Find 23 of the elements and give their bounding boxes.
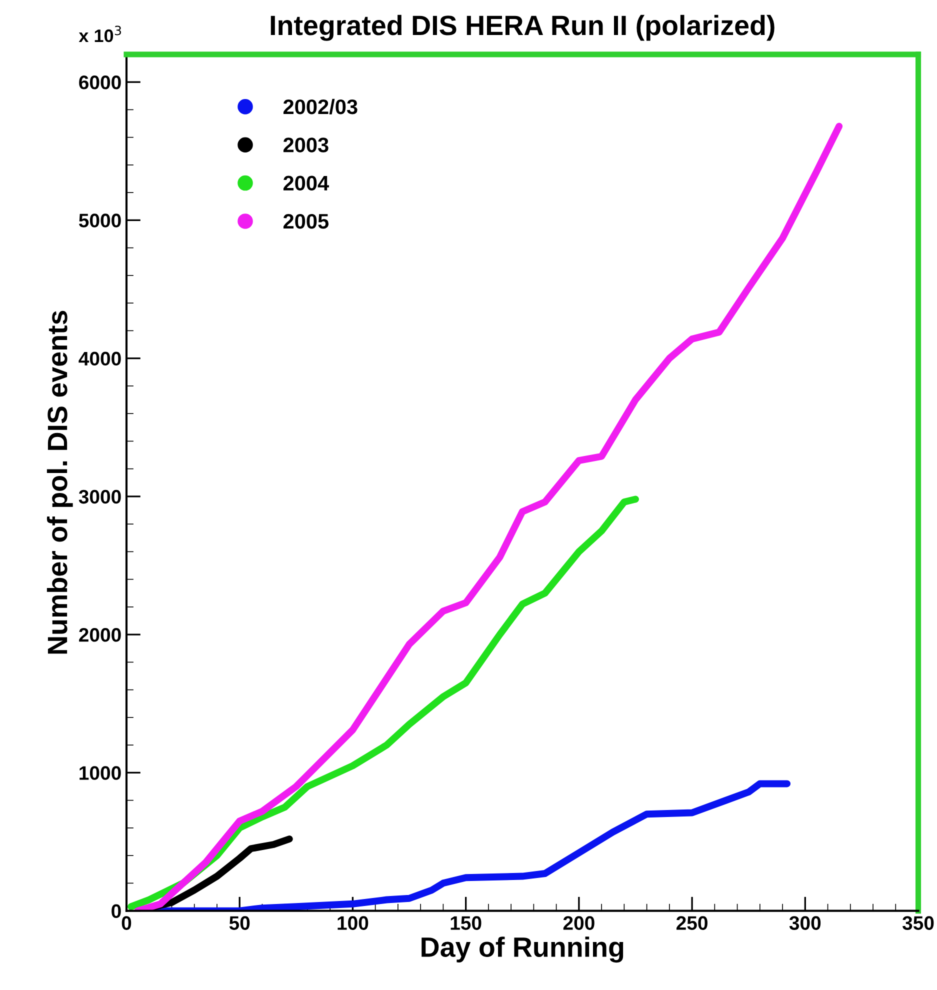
x-tick-label: 250: [676, 916, 708, 930]
y-tick-label: 5000: [78, 214, 121, 228]
x-tick-label: 50: [229, 916, 250, 930]
legend-label: 2003: [283, 138, 328, 152]
x-tick-label: 350: [902, 916, 934, 930]
x-tick-label: 100: [338, 916, 368, 930]
legend-label: 2005: [283, 214, 329, 229]
y-axis-title: Number of pol. DIS events: [46, 310, 73, 654]
x-tick-label: 150: [450, 916, 482, 930]
chart-title: Integrated DIS HERA Run II (polarized): [270, 14, 774, 41]
x-tick-label: 300: [789, 916, 821, 930]
y-tick-label: 0: [112, 904, 121, 918]
legend-label: 2002/03: [283, 98, 358, 114]
x-tick-label: 0: [122, 916, 132, 930]
y-tick-label: 6000: [79, 76, 121, 90]
y-tick-label: 3000: [78, 490, 121, 504]
x-tick-label: 200: [563, 916, 594, 930]
legend-label: 2004: [283, 176, 329, 191]
x-axis-title: Day of Running: [422, 936, 624, 963]
y-tick-label: 1000: [80, 766, 121, 780]
y-tick-label: 4000: [78, 352, 121, 366]
y-tick-label: 2000: [79, 628, 121, 642]
text: x 10$^{3}$: [78, 26, 122, 42]
